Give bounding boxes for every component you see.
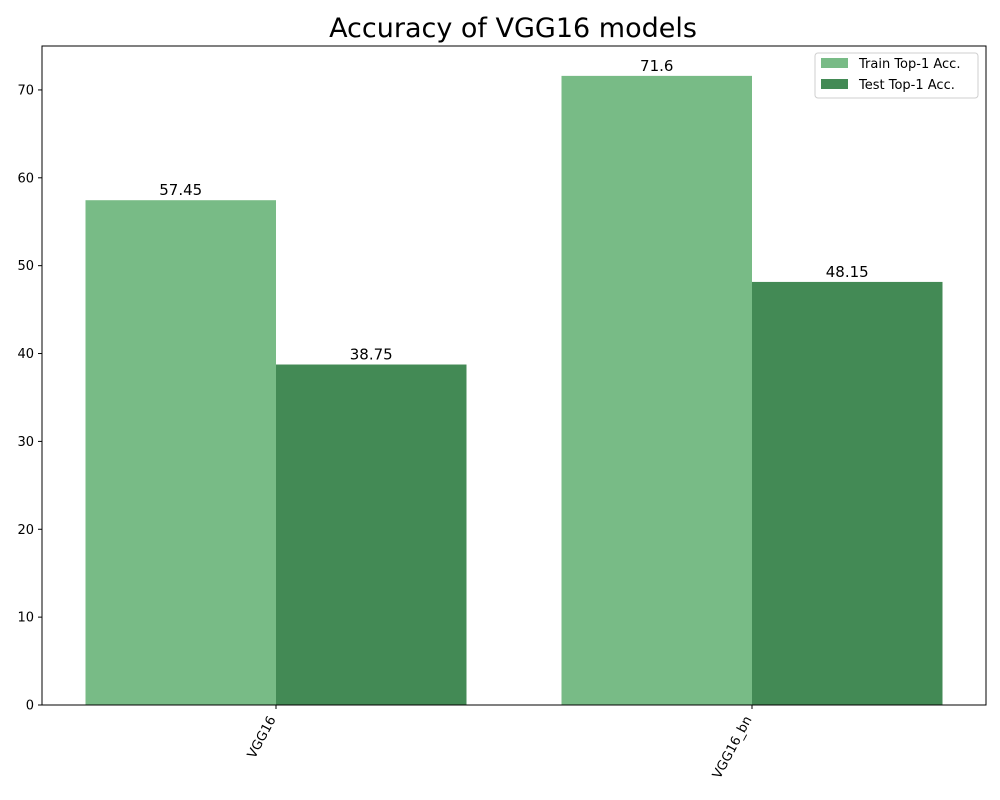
legend-label-train: Train Top-1 Acc. [858,57,960,72]
value-label-vgg16-bn-train: 71.6 [640,57,673,75]
plot-frame [41,45,987,706]
value-label-vgg16-train: 57.45 [159,181,202,199]
y-tick-label-20: 20 [17,523,34,538]
legend-swatch-test [821,79,848,89]
y-tick-label-50: 50 [17,259,34,274]
legend: Train Top-1 Acc. Test Top-1 Acc. [814,52,979,99]
legend-box [814,52,979,99]
bar-vgg16-test [276,364,467,705]
y-tick-label-0: 0 [26,699,34,714]
chart-title: Accuracy of VGG16 models [329,13,697,44]
x-axis: VGG16 VGG16_bn [245,705,756,781]
y-axis: 0 10 20 30 40 50 60 70 [17,83,42,714]
legend-label-test: Test Top-1 Acc. [858,78,955,93]
y-tick-label-40: 40 [17,347,34,362]
value-label-vgg16-bn-test: 48.15 [826,263,869,281]
bar-vgg16-bn-train [561,75,752,706]
bar-vgg16-train [85,200,276,705]
value-label-vgg16-test: 38.75 [350,346,393,364]
y-tick-label-60: 60 [17,171,34,186]
y-tick-label-70: 70 [17,83,34,98]
x-tick-label-vgg16: VGG16 [245,714,280,761]
bar-vgg16-bn-test [752,281,943,705]
y-tick-label-30: 30 [17,435,34,450]
legend-swatch-train [821,58,848,68]
bars-layer [85,75,943,706]
y-tick-label-10: 10 [17,611,34,626]
x-tick-label-vgg16-bn: VGG16_bn [710,714,755,782]
value-labels-layer: 57.45 71.6 38.75 48.15 [159,57,868,364]
